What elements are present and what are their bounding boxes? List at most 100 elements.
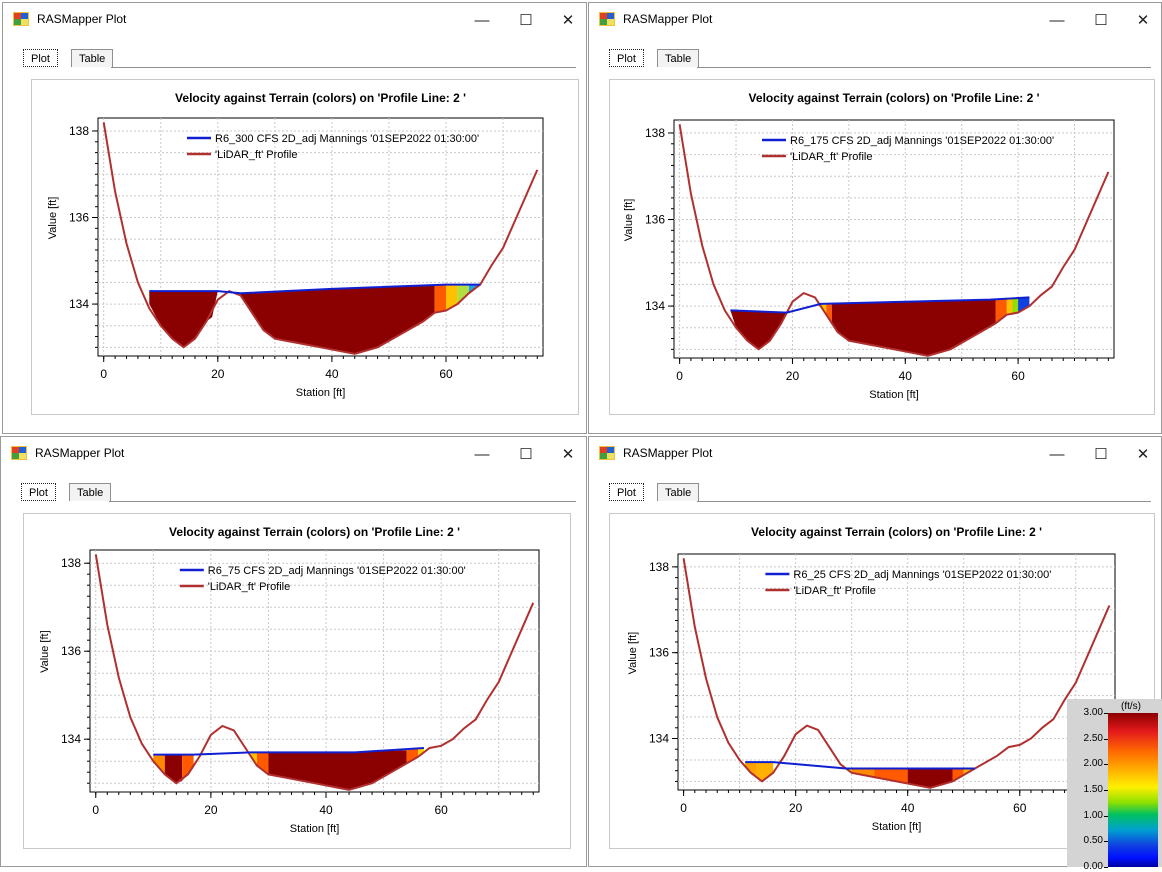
terrain-profile-line <box>94 554 535 791</box>
chart-title: Velocity against Terrain (colors) on 'Pr… <box>751 525 1042 539</box>
y-tick-label: 136 <box>69 211 89 225</box>
x-tick-label: 60 <box>434 803 448 817</box>
colorbar-tick <box>1104 738 1108 740</box>
x-tick-label: 40 <box>325 367 339 381</box>
velocity-fill <box>907 768 953 788</box>
colorbar-tick <box>1104 764 1108 766</box>
tab-table[interactable]: Table <box>657 49 700 67</box>
y-tick-label: 134 <box>61 732 81 746</box>
tab-plot[interactable]: Plot <box>609 49 644 67</box>
x-tick-label: 20 <box>204 803 218 817</box>
close-button[interactable]: ✕ <box>561 446 575 463</box>
colorbar-label: 1.50 <box>1083 784 1103 795</box>
plot-panel: Velocity against Terrain (colors) on 'Pr… <box>31 79 579 415</box>
y-axis-label: Value [ft] <box>623 199 635 242</box>
velocity-fill <box>434 285 446 313</box>
maximize-button[interactable]: ☐ <box>1094 446 1108 463</box>
colorbar-tick <box>1104 713 1108 714</box>
water-surface-line <box>149 283 481 295</box>
tab-separator <box>109 501 576 502</box>
app-icon <box>599 12 615 26</box>
y-tick-label: 138 <box>61 556 81 570</box>
y-tick-label: 138 <box>649 560 669 574</box>
close-button[interactable]: ✕ <box>561 12 575 29</box>
velocity-fill <box>851 768 875 778</box>
velocity-fill <box>256 752 269 775</box>
title-bar: RASMapper Plot — ☐ ✕ <box>1 437 586 471</box>
x-tick-label: 40 <box>319 803 333 817</box>
x-tick-label: 40 <box>899 369 913 383</box>
colorbar-label: 2.50 <box>1083 732 1103 744</box>
tab-plot[interactable]: Plot <box>23 49 58 67</box>
water-surface-line <box>745 761 975 770</box>
plot-window-3: RASMapper Plot — ☐ ✕ Plot Table Velocity again… <box>0 436 587 867</box>
y-axis-label: Value [ft] <box>47 197 59 240</box>
maximize-button[interactable]: ☐ <box>519 12 533 29</box>
y-tick-label: 136 <box>645 213 665 227</box>
velocity-fill <box>756 762 774 782</box>
legend-label-wse: R6_175 CFS 2D_adj Mannings '01SEP2022 01… <box>790 135 1054 147</box>
terrain-profile-line <box>682 558 1111 789</box>
colorbar-label: 2.00 <box>1083 758 1103 770</box>
x-tick-label: 0 <box>680 801 687 815</box>
velocity-fill <box>457 284 469 305</box>
profile-chart: Velocity against Terrain (colors) on 'Pr… <box>39 525 540 835</box>
colorbar-label: 3.00 <box>1083 707 1103 718</box>
plot-window-1: RASMapper Plot — ☐ ✕ Plot Table Velocity again… <box>2 2 587 434</box>
velocity-fill <box>1012 297 1019 314</box>
velocity-fill <box>1018 297 1030 313</box>
legend-label-terrain: 'LiDAR_ft' Profile <box>208 581 290 593</box>
colorbar-tick <box>1104 841 1108 843</box>
title-bar: RASMapper Plot — ☐ ✕ <box>589 3 1161 37</box>
colorbar-label: 0.50 <box>1083 835 1103 847</box>
minimize-button[interactable]: — <box>474 11 490 29</box>
colorbar-unit: (ft/s) <box>1121 701 1141 712</box>
tab-separator <box>111 67 576 68</box>
y-tick-label: 134 <box>649 732 669 746</box>
velocity-fill <box>446 284 458 311</box>
velocity-fill <box>730 310 787 350</box>
colorbar-tick <box>1104 815 1108 817</box>
water-surface-line <box>730 296 1030 314</box>
app-icon <box>11 446 27 460</box>
minimize-button[interactable]: — <box>1049 445 1065 463</box>
x-tick-label: 0 <box>676 369 683 383</box>
tab-separator <box>697 67 1151 68</box>
velocity-fill <box>1006 298 1013 315</box>
velocity-fill <box>240 285 435 354</box>
window-title: RASMapper Plot <box>35 446 125 460</box>
chart-title: Velocity against Terrain (colors) on 'Pr… <box>175 91 466 105</box>
terrain-profile-line <box>678 124 1110 357</box>
minimize-button[interactable]: — <box>474 445 490 463</box>
x-tick-label: 20 <box>786 369 800 383</box>
chart-title: Velocity against Terrain (colors) on 'Pr… <box>749 91 1040 105</box>
tab-table[interactable]: Table <box>71 49 114 67</box>
velocity-fill <box>182 754 194 781</box>
colorbar-gradient <box>1108 713 1158 867</box>
colorbar-tick <box>1104 790 1108 791</box>
water-surface-line <box>153 747 424 756</box>
velocity-fill <box>995 298 1007 324</box>
window-title: RASMapper Plot <box>37 12 127 26</box>
tab-plot[interactable]: Plot <box>609 483 644 501</box>
tab-table[interactable]: Table <box>69 483 112 501</box>
velocity-fill <box>952 768 964 782</box>
maximize-button[interactable]: ☐ <box>519 446 533 463</box>
velocity-fill <box>874 768 908 784</box>
profile-chart: Velocity against Terrain (colors) on 'Pr… <box>47 91 544 399</box>
maximize-button[interactable]: ☐ <box>1094 12 1108 29</box>
window-title: RASMapper Plot <box>623 12 713 26</box>
tab-separator <box>697 501 1151 502</box>
close-button[interactable]: ✕ <box>1136 446 1150 463</box>
minimize-button[interactable]: — <box>1049 11 1065 29</box>
x-tick-label: 40 <box>901 801 915 815</box>
tab-table[interactable]: Table <box>657 483 700 501</box>
close-button[interactable]: ✕ <box>1136 12 1150 29</box>
window-title: RASMapper Plot <box>623 446 713 460</box>
colorbar-label: 1.00 <box>1083 809 1103 821</box>
velocity-fill <box>268 750 407 790</box>
plot-panel: Velocity against Terrain (colors) on 'Pr… <box>609 513 1155 849</box>
tab-plot[interactable]: Plot <box>21 483 56 501</box>
colorbar-tick <box>1104 867 1108 868</box>
y-tick-label: 138 <box>645 126 665 140</box>
